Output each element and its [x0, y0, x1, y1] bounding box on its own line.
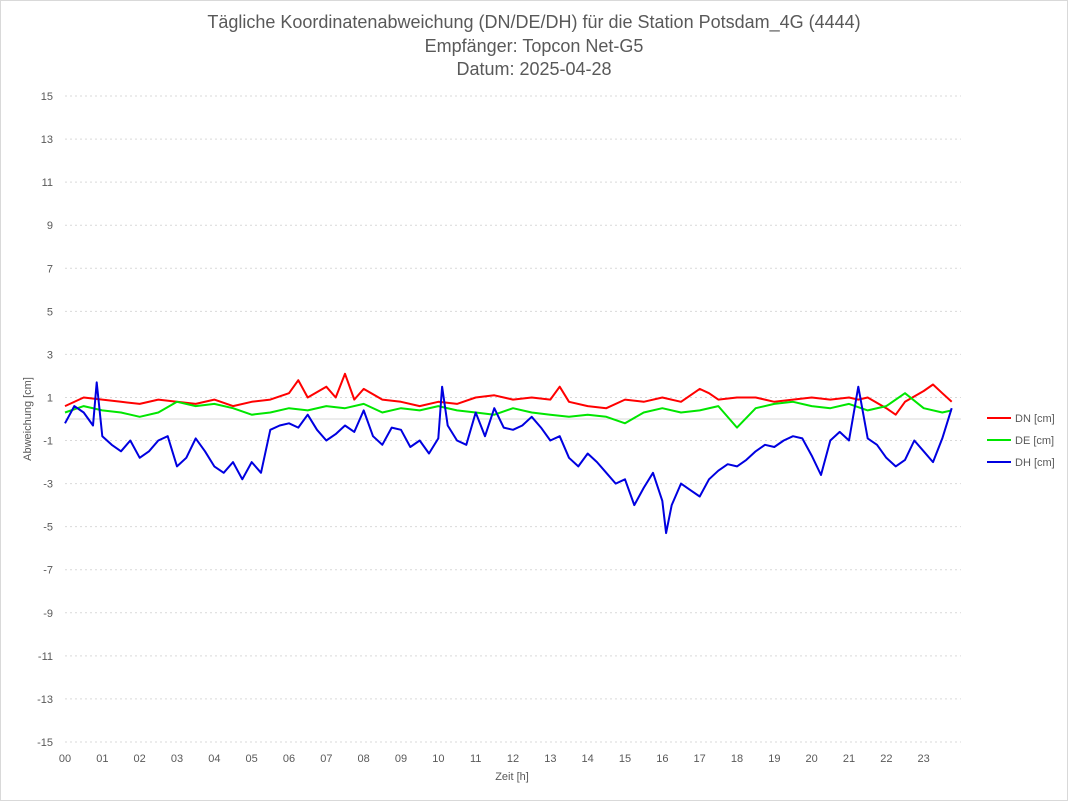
x-tick-label: 15 [619, 753, 631, 765]
gridlines [65, 95, 961, 743]
x-tick-label: 13 [544, 753, 556, 765]
series-line-dn [64, 372, 953, 416]
legend-label: DN [cm] [1015, 413, 1055, 425]
x-tick-label: 04 [208, 753, 220, 765]
chart-title: Tägliche Koordinatenabweichung (DN/DE/DH… [207, 12, 861, 32]
x-tick-label: 23 [918, 753, 930, 765]
x-tick-label: 00 [59, 753, 71, 765]
x-tick-label: 11 [470, 753, 481, 765]
x-tick-label: 17 [694, 753, 706, 765]
x-tick-label: 05 [246, 753, 258, 765]
x-tick-label: 06 [283, 753, 295, 765]
y-tick-label: 9 [47, 220, 53, 232]
y-tick-label: -1 [43, 436, 53, 448]
x-tick-label: 14 [582, 753, 594, 765]
y-tick-label: 11 [42, 177, 53, 189]
y-axis-ticks: 15 13 11 9 7 5 3 1 -1 -3 -5 -7 -9 -11 -13 -15 [37, 91, 53, 749]
x-tick-label: 12 [507, 753, 519, 765]
series-line-dh [64, 381, 953, 535]
y-tick-label: -7 [43, 565, 53, 577]
y-tick-label: -13 [37, 694, 53, 706]
x-tick-label: 21 [843, 753, 855, 765]
x-tick-label: 20 [806, 753, 818, 765]
legend-label: DE [cm] [1015, 435, 1054, 447]
y-tick-label: 7 [47, 263, 53, 275]
x-tick-label: 19 [768, 753, 780, 765]
y-axis-title: Abweichung [cm] [22, 377, 34, 461]
x-tick-label: 09 [395, 753, 407, 765]
x-tick-label: 18 [731, 753, 743, 765]
x-tick-label: 16 [656, 753, 668, 765]
y-tick-label: 3 [47, 349, 53, 361]
x-tick-label: 03 [171, 753, 183, 765]
x-tick-label: 08 [358, 753, 370, 765]
y-tick-label: 5 [47, 306, 53, 318]
y-tick-label: 13 [41, 134, 53, 146]
x-tick-label: 07 [320, 753, 332, 765]
y-tick-label: 1 [47, 392, 53, 404]
x-axis-title: Zeit [h] [495, 771, 529, 783]
y-tick-label: 15 [41, 91, 53, 103]
x-tick-label: 01 [96, 753, 108, 765]
y-tick-label: -11 [38, 651, 53, 663]
y-tick-label: -9 [43, 608, 53, 620]
series-lines [64, 372, 953, 535]
x-tick-label: 10 [432, 753, 444, 765]
legend: DN [cm] DE [cm] DH [cm] [987, 413, 1055, 469]
series-line-de [64, 392, 952, 429]
x-tick-label: 22 [880, 753, 892, 765]
y-tick-label: -15 [37, 737, 53, 749]
y-tick-label: -3 [43, 479, 53, 491]
x-axis-ticks: 00 01 02 03 04 05 06 07 08 09 10 11 12 13 14 15 16 17 18 19… [59, 753, 930, 765]
x-tick-label: 02 [134, 753, 146, 765]
legend-label: DH [cm] [1015, 457, 1055, 469]
chart-subtitle-date: Datum: 2025-04-28 [456, 59, 612, 79]
chart-subtitle-receiver: Empfänger: Topcon Net-G5 [424, 36, 644, 56]
y-tick-label: -5 [43, 522, 53, 534]
